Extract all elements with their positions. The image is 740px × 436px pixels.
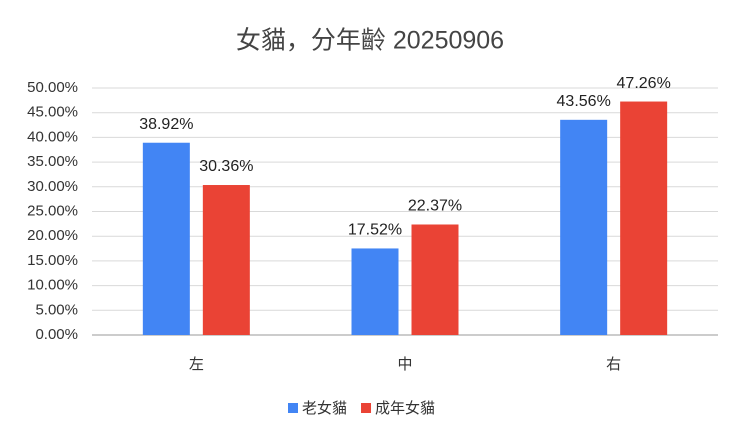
y-tick-label: 5.00% [35,301,78,318]
legend-label: 成年女貓 [375,399,435,417]
y-tick-label: 15.00% [27,252,78,269]
y-tick-label: 35.00% [27,153,78,170]
bar [142,142,190,335]
value-label: 47.26% [617,75,671,92]
y-tick-label: 20.00% [27,227,78,244]
legend-label: 老女貓 [302,399,347,417]
bar [620,101,668,335]
y-tick-label: 10.00% [27,277,78,294]
y-tick-label: 45.00% [27,104,78,121]
x-tick-label: 左 [189,356,204,373]
y-tick-label: 0.00% [35,326,78,343]
bar [351,248,399,335]
y-tick-label: 30.00% [27,178,78,195]
value-label: 43.56% [557,93,611,110]
bar [411,224,459,335]
x-tick-label: 中 [397,356,412,373]
y-tick-label: 50.00% [27,79,78,96]
bar [202,185,250,335]
value-label: 17.52% [348,222,402,239]
value-label: 30.36% [199,158,253,175]
value-label: 22.37% [408,198,462,215]
bar [560,119,608,335]
y-tick-label: 40.00% [27,128,78,145]
chart-title: 女貓，分年齡 20250906 [236,27,504,55]
y-tick-label: 25.00% [27,202,78,219]
value-label: 38.92% [139,116,193,133]
legend-swatch [361,403,372,413]
x-tick-label: 右 [606,356,621,373]
legend-swatch [288,403,298,413]
